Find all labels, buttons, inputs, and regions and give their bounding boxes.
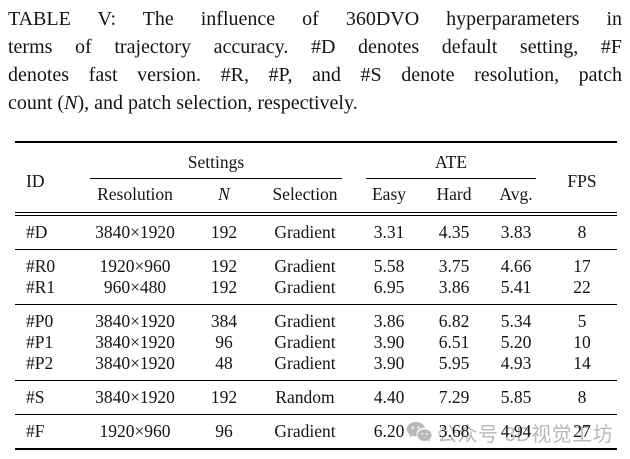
cell-ate-avg: 3.83 (500, 222, 532, 242)
caption-line: terms of trajectory accuracy. #D denotes… (8, 36, 622, 58)
cell-resolution: 3840×1920 (95, 332, 175, 352)
cell-ate-easy: 6.95 (373, 277, 405, 297)
cell-ate-hard: 3.86 (438, 277, 470, 297)
cell-patch-count: 48 (215, 353, 233, 373)
cell-patch-count: 192 (210, 222, 238, 242)
cell-selection: Random (255, 380, 355, 415)
cell-selection: Gradient (255, 414, 355, 449)
cell-resolution: 960×480 (103, 277, 167, 297)
cell-ate-avg: 4.66 (485, 249, 548, 277)
cell-ate-easy: 3.86 (355, 304, 423, 332)
cell-ate-easy: 5.58 (355, 249, 423, 277)
caption-italic-n: N (64, 92, 78, 114)
cell-patch-count: 384 (193, 304, 255, 332)
cell-fps: 17 (547, 249, 618, 277)
header-ate-group: ATE (355, 142, 547, 180)
cell-resolution: 3840×1920 (77, 304, 193, 332)
cell-id: #P1 (26, 332, 54, 352)
cell-ate-avg: 5.41 (500, 277, 532, 297)
header-selection: Selection (272, 184, 338, 204)
cell-patch-count: 192 (210, 277, 238, 297)
cell-ate-avg: 4.93 (500, 353, 532, 373)
table-row-r1: #R1 960×480 192 Gradient 6.95 3.86 5.41 … (15, 277, 617, 305)
cell-id: #S (15, 380, 77, 415)
table-row-fast: #F 1920×960 96 Gradient 6.20 3.68 4.94 2… (15, 414, 618, 449)
cell-id: #F (15, 414, 77, 449)
cell-id: #P2 (26, 353, 54, 373)
header-ate-easy: Easy (371, 184, 407, 204)
hyperparameter-table: ID Settings ATE FPS Resolution N Selecti… (15, 141, 618, 450)
cell-ate-hard: 6.51 (438, 332, 470, 352)
cell-selection: Gradient (274, 277, 336, 297)
cell-selection: Gradient (274, 222, 336, 242)
table-row-s: #S 3840×1920 192 Random 4.40 7.29 5.85 8 (15, 380, 618, 415)
header-resolution: Resolution (97, 184, 173, 204)
cell-ate-avg: 5.34 (485, 304, 548, 332)
header-settings-group: Settings (77, 142, 355, 180)
cell-ate-avg: 4.94 (485, 414, 548, 449)
table-row-default: #D 3840×1920 192 Gradient 3.31 4.35 3.83… (15, 214, 617, 250)
header-patch-count: N (218, 184, 230, 204)
cell-patch-count: 192 (193, 249, 255, 277)
table-row-p1: #P1 3840×1920 96 Gradient 3.90 6.51 5.20… (15, 332, 617, 353)
cell-ate-easy: 4.40 (355, 380, 423, 415)
cell-patch-count: 192 (193, 380, 255, 415)
cell-ate-easy: 3.90 (373, 353, 405, 373)
cell-selection: Gradient (255, 249, 355, 277)
cell-ate-avg: 5.20 (500, 332, 532, 352)
cell-ate-hard: 6.82 (423, 304, 485, 332)
cell-resolution: 1920×960 (77, 249, 193, 277)
header-id: ID (26, 171, 45, 191)
cell-id: #R0 (15, 249, 77, 277)
table-row-p0: #P0 3840×1920 384 Gradient 3.86 6.82 5.3… (15, 304, 618, 332)
header-ate-avg: Avg. (499, 184, 533, 204)
cell-resolution: 3840×1920 (95, 222, 175, 242)
cell-ate-easy: 6.20 (355, 414, 423, 449)
cell-id: #D (26, 222, 48, 242)
cell-ate-hard: 5.95 (438, 353, 470, 373)
cell-ate-hard: 3.68 (423, 414, 485, 449)
cell-fps: 10 (573, 332, 591, 352)
cell-resolution: 3840×1920 (77, 380, 193, 415)
cell-selection: Gradient (274, 332, 336, 352)
header-fps: FPS (567, 171, 597, 191)
cell-fps: 8 (577, 222, 587, 242)
caption-line: count (N), and patch selection, respecti… (8, 92, 358, 114)
cell-resolution: 1920×960 (77, 414, 193, 449)
cell-fps: 5 (547, 304, 618, 332)
cell-ate-easy: 3.90 (373, 332, 405, 352)
cell-id: #R1 (26, 277, 56, 297)
cell-selection: Gradient (255, 304, 355, 332)
cell-selection: Gradient (274, 353, 336, 373)
cell-fps: 22 (573, 277, 591, 297)
cell-patch-count: 96 (215, 332, 233, 352)
cell-ate-easy: 3.31 (373, 222, 405, 242)
cell-ate-hard: 3.75 (423, 249, 485, 277)
caption-line: TABLE V: The influence of 360DVO hyperpa… (8, 8, 622, 30)
cell-id: #P0 (15, 304, 77, 332)
cell-patch-count: 96 (193, 414, 255, 449)
cell-ate-hard: 7.29 (423, 380, 485, 415)
cell-ate-hard: 4.35 (438, 222, 470, 242)
caption-line: denotes fast version. #R, #P, and #S den… (8, 64, 622, 86)
table-row-p2: #P2 3840×1920 48 Gradient 3.90 5.95 4.93… (15, 353, 617, 381)
cell-fps: 27 (547, 414, 618, 449)
cell-resolution: 3840×1920 (95, 353, 175, 373)
cell-fps: 8 (547, 380, 618, 415)
cell-fps: 14 (573, 353, 591, 373)
cell-ate-avg: 5.85 (485, 380, 548, 415)
header-ate-hard: Hard (436, 184, 472, 204)
table-caption: TABLE V: The influence of 360DVO hyperpa… (8, 5, 622, 117)
table-row-r0: #R0 1920×960 192 Gradient 5.58 3.75 4.66… (15, 249, 618, 277)
